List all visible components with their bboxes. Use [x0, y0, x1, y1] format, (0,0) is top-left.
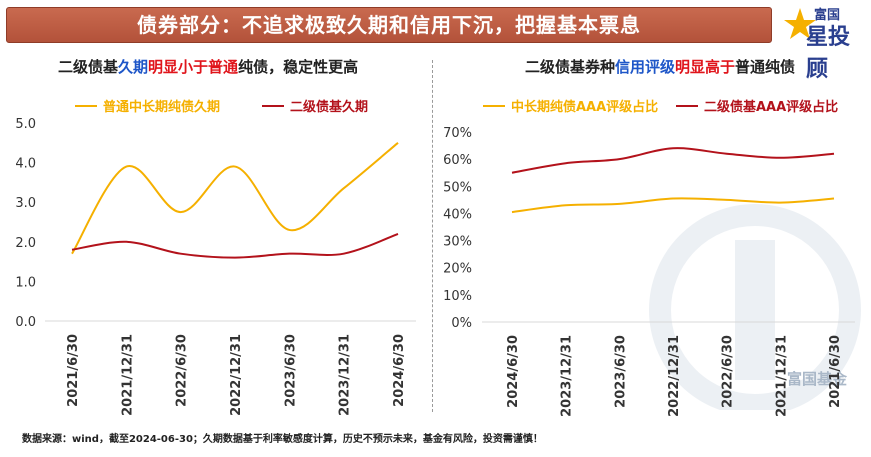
star-icon: [784, 8, 816, 39]
left-x-tick-label: 2023/6/30: [283, 334, 298, 407]
logo-top-text: 富国: [814, 8, 841, 23]
left-x-tick-label: 2023/12/31: [338, 334, 353, 416]
left-y-tick-label: 3.0: [15, 196, 36, 211]
right-title-part-3: 明显高于: [675, 58, 736, 76]
right-y-tick-label: 50%: [443, 180, 472, 195]
right-title-part-4: 普通纯债: [735, 58, 796, 76]
watermark-text: 富国基金: [787, 370, 848, 388]
right-legend-label: 二级债基AAA评级占比: [704, 99, 838, 115]
right-series-line-2: [511, 147, 835, 174]
left-series-line-1: [71, 142, 399, 255]
title-banner: 债券部分：不追求极致久期和信用下沉，把握基本票息: [6, 7, 772, 43]
left-x-tick-label: 2021/6/30: [66, 334, 81, 407]
right-x-tick-label: 2022/12/31: [667, 335, 682, 417]
right-legend-label: 中长期纯债AAA评级占比: [511, 99, 658, 115]
left-y-tick-label: 4.0: [15, 157, 36, 172]
watermark-logo-icon: [649, 204, 861, 410]
left-title-part-4: 普通: [208, 58, 239, 76]
left-chart-title: 二级债基久期明显小于普通纯债，稳定性更高: [58, 56, 358, 80]
right-x-tick-label: 2022/6/30: [721, 335, 736, 408]
right-y-tick-label: 60%: [443, 153, 472, 168]
brand-logo: 富国 星投顾: [778, 2, 868, 82]
right-title-part-1: 二级债基券种: [525, 58, 616, 76]
left-title-part-1: 二级债基: [58, 58, 119, 76]
left-y-tick-label: 0.0: [15, 315, 36, 330]
right-y-tick-label: 0%: [451, 316, 472, 331]
left-x-tick-label: 2022/12/31: [229, 334, 244, 416]
right-title-part-2: 信用评级: [615, 58, 676, 76]
left-title-part-2: 久期: [118, 58, 149, 76]
right-y-tick-label: 40%: [443, 207, 472, 222]
right-x-tick-label: 2021/12/31: [774, 335, 789, 417]
logo-main-text: 星投顾: [806, 25, 851, 82]
left-y-tick-label: 2.0: [15, 236, 36, 251]
left-legend-label: 二级债基久期: [290, 99, 368, 115]
right-y-tick-label: 30%: [443, 235, 472, 250]
right-x-tick-label: 2021/6/30: [828, 335, 843, 408]
left-x-tick-label: 2024/6/30: [392, 334, 407, 407]
left-y-tick-label: 1.0: [15, 275, 36, 290]
left-title-part-3: 明显小于: [148, 58, 209, 76]
right-series-line-1: [511, 197, 835, 214]
left-x-tick-label: 2021/12/31: [120, 334, 135, 416]
chart-divider: [432, 60, 433, 412]
left-legend-label: 普通中长期纯债久期: [103, 99, 220, 115]
right-x-tick-label: 2023/6/30: [613, 335, 628, 408]
right-x-tick-label: 2024/6/30: [506, 335, 521, 408]
right-y-tick-label: 10%: [443, 289, 472, 304]
footnote: 数据来源：wind，截至2024-06-30；久期数据基于利率敏感度计算，历史不…: [22, 434, 543, 445]
left-x-tick-label: 2022/6/30: [175, 334, 190, 407]
right-y-tick-label: 70%: [443, 126, 472, 141]
left-title-part-5: 纯债，稳定性更高: [238, 58, 359, 76]
left-y-tick-label: 5.0: [15, 117, 36, 132]
banner-title: 债券部分：不追求极致久期和信用下沉，把握基本票息: [137, 13, 641, 37]
right-y-tick-label: 20%: [443, 262, 472, 277]
right-x-tick-label: 2023/12/31: [560, 335, 575, 417]
right-chart-title: 二级债基券种信用评级明显高于普通纯债: [525, 56, 795, 80]
